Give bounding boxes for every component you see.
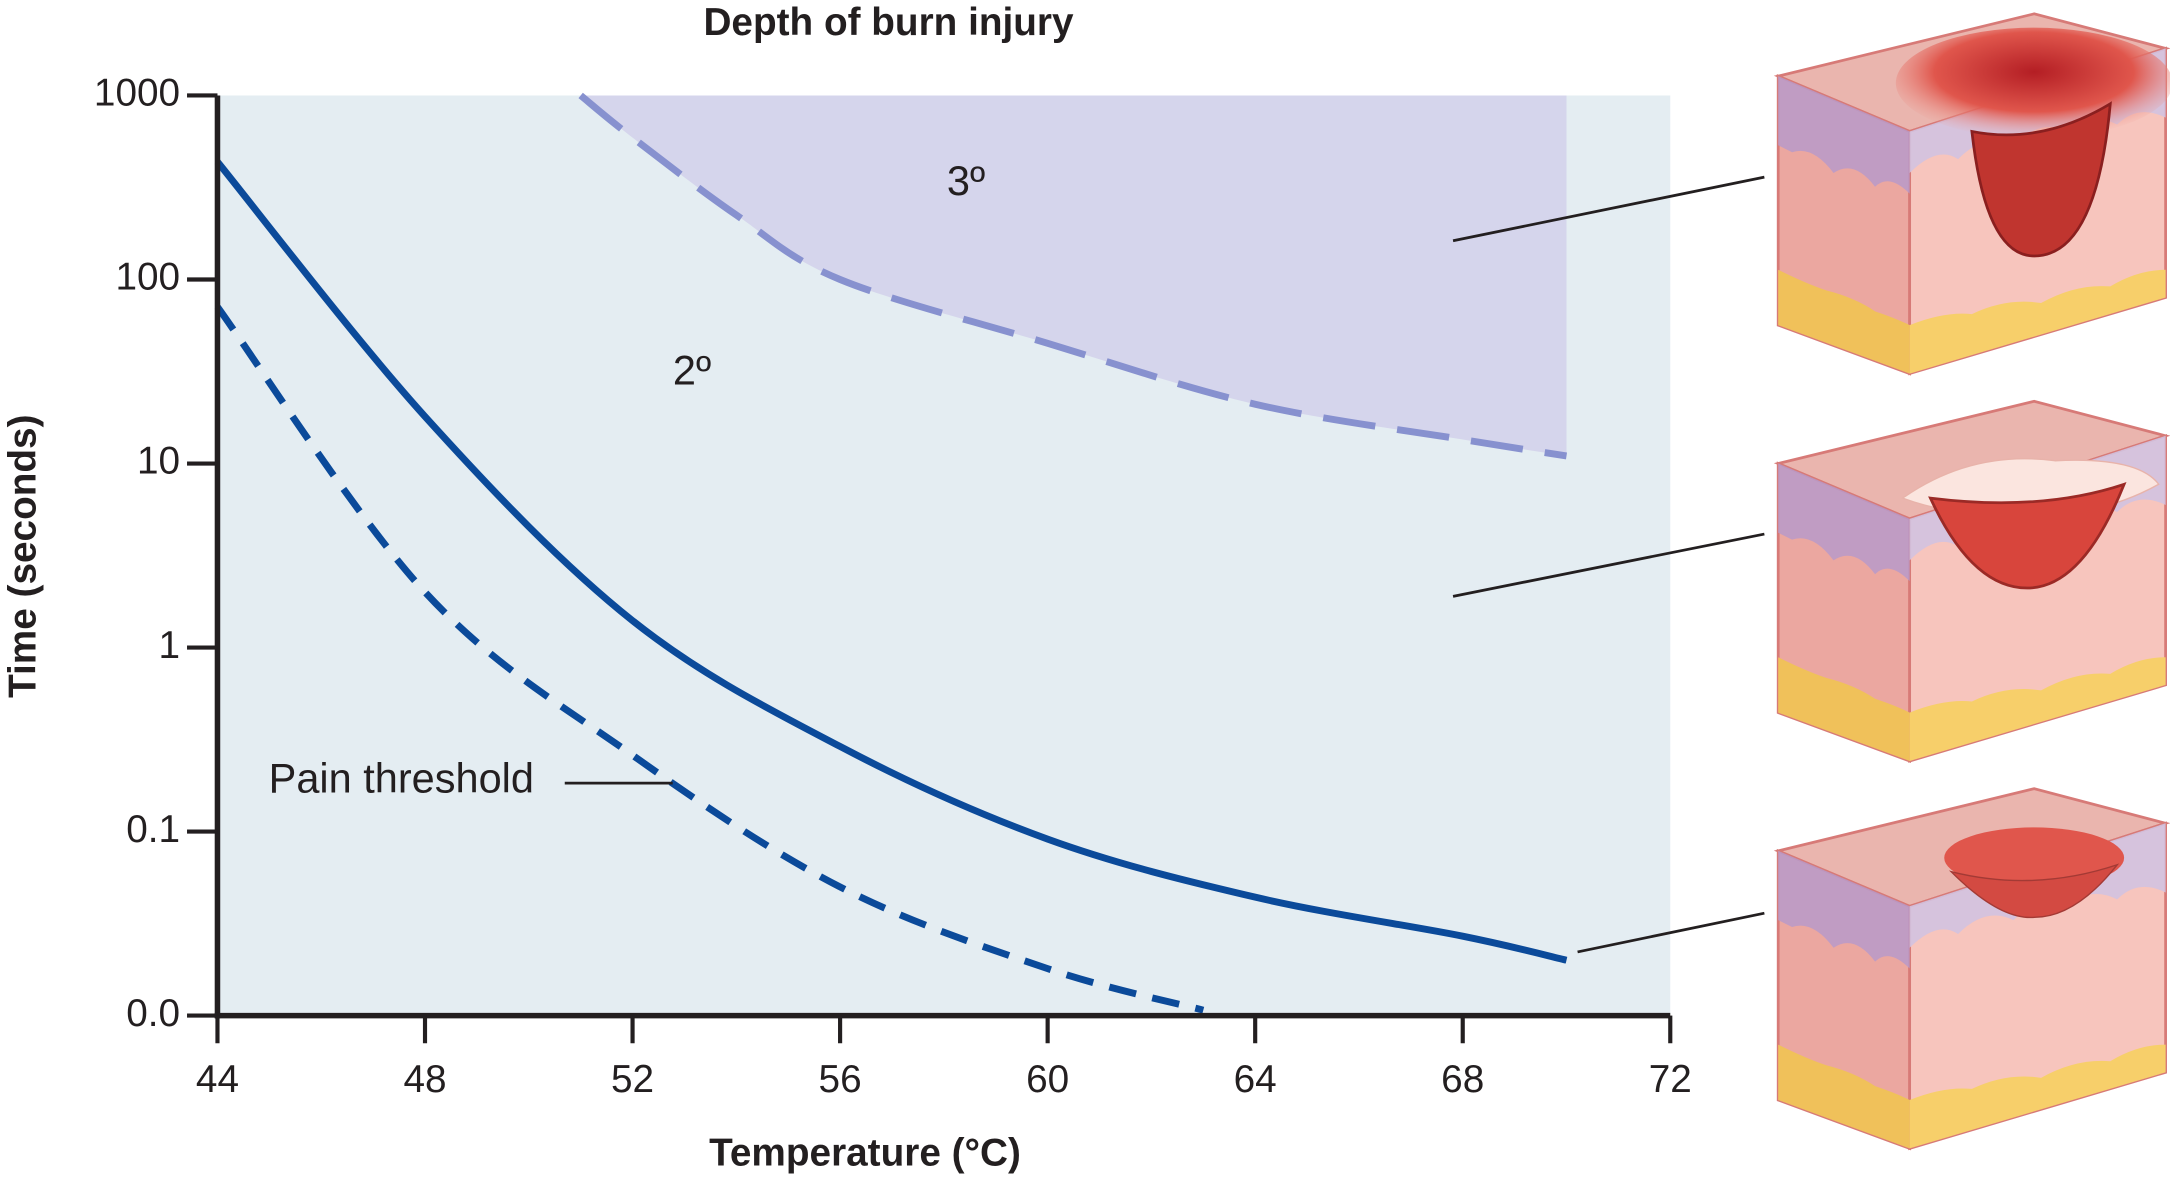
x-tick-label: 44 xyxy=(196,1058,239,1101)
x-tick-label: 60 xyxy=(1026,1058,1069,1101)
leader-lines xyxy=(1452,175,1765,954)
y-tick-label: 0.0 xyxy=(126,992,180,1035)
leader-line xyxy=(1577,911,1765,954)
leader-line xyxy=(1452,532,1765,598)
region-label: 3º xyxy=(947,157,985,204)
x-tick-label: 56 xyxy=(819,1058,862,1101)
series-label: Pain threshold xyxy=(269,755,534,802)
y-tick-label: 10 xyxy=(137,440,180,483)
series-line xyxy=(578,92,1568,460)
x-tick-label: 72 xyxy=(1649,1058,1692,1101)
x-tick-label: 64 xyxy=(1234,1058,1277,1101)
y-tick-label: 1 xyxy=(159,624,181,667)
plot: 0.0 0.1 1 10 100 1000 44 48 52 56 60 64 68 72 3º 2º Pain… xyxy=(94,72,1692,1102)
region-label: 2º xyxy=(673,347,711,394)
x-tick-label: 52 xyxy=(611,1058,654,1101)
x-tick-label: 48 xyxy=(403,1058,446,1101)
y-tick-label: 100 xyxy=(115,256,180,299)
x-axis-label: Temperature (°C) xyxy=(709,1132,1021,1175)
series-line xyxy=(214,304,1205,1014)
x-tick-label: 68 xyxy=(1441,1058,1484,1101)
y-tick-label: 0.1 xyxy=(126,808,180,851)
skin-second-degree xyxy=(1776,399,2167,763)
chart-title: Depth of burn injury xyxy=(703,1,1074,44)
leader-line xyxy=(1452,175,1765,243)
y-tick-label: 1000 xyxy=(94,72,180,115)
y-axis-label: Time (seconds) xyxy=(1,415,44,698)
region-fill xyxy=(580,95,1567,456)
skin-third-degree xyxy=(1776,12,2170,375)
skin-first-degree xyxy=(1776,787,2167,1150)
series-line xyxy=(214,159,1568,964)
